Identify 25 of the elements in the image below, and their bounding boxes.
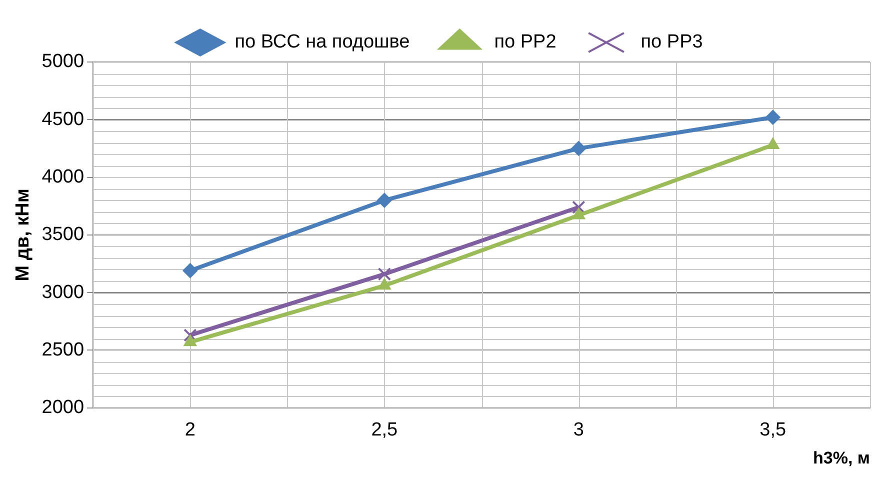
point: [184, 328, 197, 342]
y-tick-label: 5000: [42, 51, 84, 72]
y-tick-label: 3500: [42, 224, 84, 246]
y-axis-title: М дв, кНм: [12, 188, 34, 282]
point: [765, 110, 780, 125]
y-tick-label: 2000: [42, 397, 84, 418]
point: [184, 334, 197, 346]
x-tick-label: 2,5: [371, 419, 398, 440]
point: [571, 140, 586, 156]
y-tick-label: 2500: [42, 339, 84, 360]
point: [182, 263, 198, 278]
y-tick-label: 4500: [42, 108, 84, 130]
point: [378, 278, 391, 290]
point: [376, 192, 392, 208]
legend-label: по РР3: [640, 32, 703, 53]
point: [572, 200, 586, 214]
x-tick-label: 3,5: [760, 419, 786, 440]
x-axis-title: h3%, м: [813, 448, 870, 468]
x-tick-label: 3: [573, 419, 584, 440]
y-tick-label: 4000: [42, 166, 84, 188]
y-tick-label: 3000: [42, 282, 84, 303]
point: [378, 267, 392, 281]
legend-label: по РР2: [494, 32, 556, 53]
x-tick-label: 2: [184, 419, 196, 440]
legend-label: по ВСС на подошве: [234, 32, 410, 53]
